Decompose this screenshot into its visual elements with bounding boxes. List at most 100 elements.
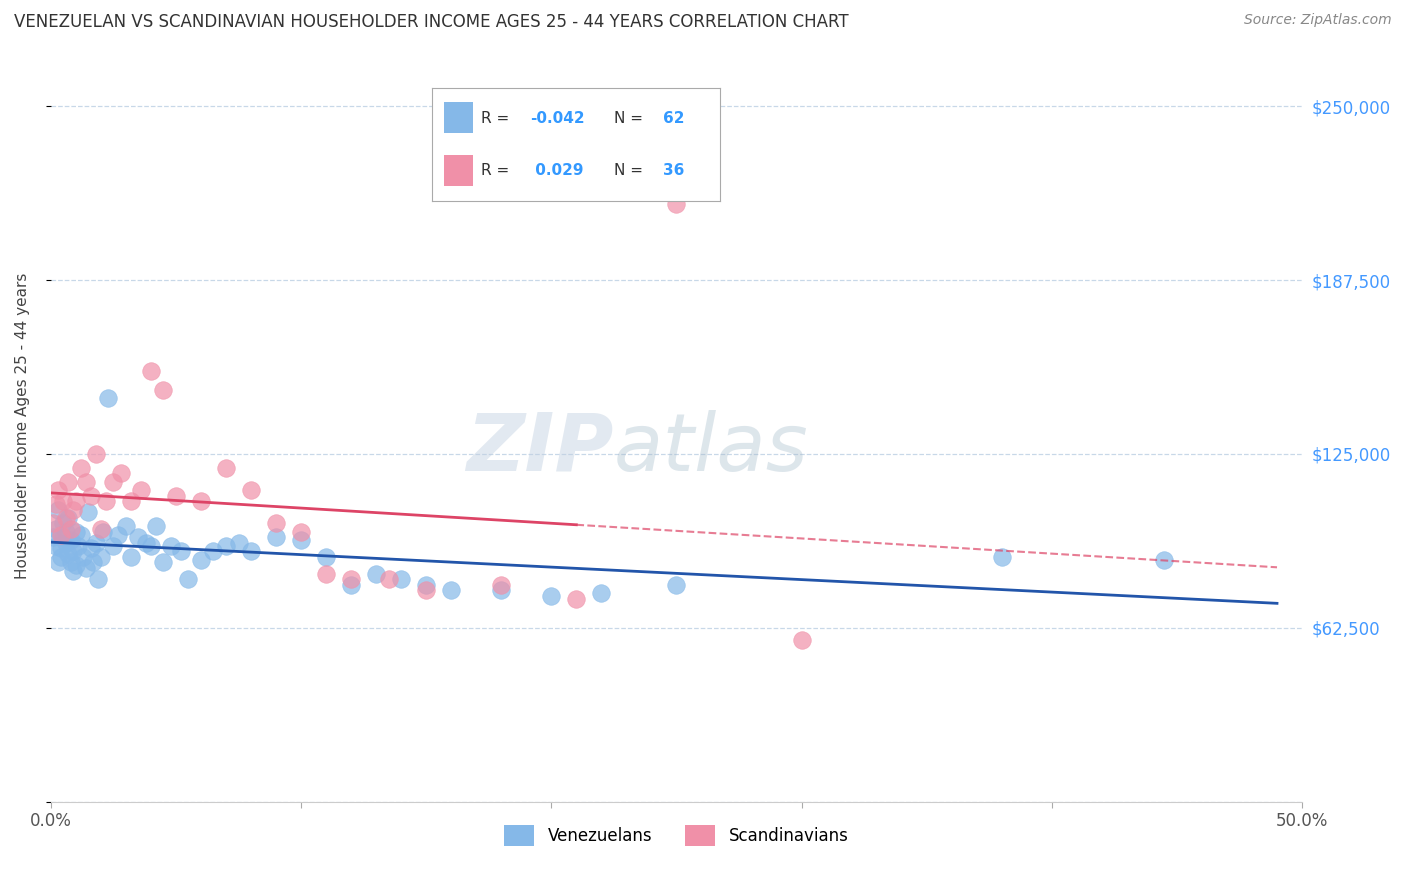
- Point: [49, 549, 72, 564]
- Point: [202, 544, 225, 558]
- Point: [59, 522, 82, 536]
- Point: [62, 564, 84, 578]
- Point: [215, 460, 238, 475]
- Point: [87, 572, 110, 586]
- Point: [110, 467, 132, 481]
- Point: [52, 530, 75, 544]
- Legend: Venezuelans, Scandinavians: Venezuelans, Scandinavians: [505, 825, 849, 846]
- Point: [93, 524, 115, 539]
- Point: [665, 577, 688, 591]
- Point: [591, 586, 613, 600]
- Point: [58, 547, 80, 561]
- Point: [77, 505, 100, 519]
- Point: [52, 516, 75, 531]
- Point: [80, 541, 103, 556]
- Point: [80, 489, 103, 503]
- Point: [165, 489, 187, 503]
- Point: [315, 566, 337, 581]
- Point: [540, 589, 562, 603]
- Point: [415, 583, 437, 598]
- Point: [94, 494, 117, 508]
- Point: [65, 494, 87, 508]
- Point: [70, 460, 93, 475]
- Point: [240, 483, 263, 497]
- Point: [129, 483, 152, 497]
- Point: [790, 633, 813, 648]
- Point: [46, 483, 69, 497]
- Point: [491, 583, 513, 598]
- Point: [90, 522, 112, 536]
- Point: [65, 558, 87, 573]
- Point: [46, 555, 69, 569]
- Point: [139, 539, 162, 553]
- Point: [120, 494, 142, 508]
- Point: [990, 549, 1012, 564]
- Point: [58, 475, 80, 489]
- Point: [59, 555, 82, 569]
- Point: [82, 555, 104, 569]
- Point: [103, 475, 125, 489]
- Point: [389, 572, 412, 586]
- Point: [366, 566, 388, 581]
- Point: [665, 196, 688, 211]
- Point: [152, 383, 174, 397]
- Point: [45, 539, 67, 553]
- Point: [97, 392, 120, 406]
- Point: [340, 572, 363, 586]
- Point: [127, 530, 149, 544]
- Point: [152, 555, 174, 569]
- Point: [84, 447, 107, 461]
- Point: [177, 572, 200, 586]
- Point: [1153, 552, 1175, 566]
- Point: [58, 511, 80, 525]
- Point: [55, 511, 77, 525]
- Point: [215, 539, 238, 553]
- Point: [264, 530, 287, 544]
- Point: [340, 577, 363, 591]
- Point: [45, 522, 67, 536]
- Point: [103, 539, 125, 553]
- Point: [290, 533, 312, 548]
- Point: [49, 541, 72, 556]
- Point: [49, 527, 72, 541]
- Point: [45, 497, 67, 511]
- Y-axis label: Householder Income Ages 25 - 44 years: Householder Income Ages 25 - 44 years: [15, 273, 30, 579]
- Point: [415, 577, 437, 591]
- Text: ZIP: ZIP: [467, 409, 614, 488]
- Point: [52, 494, 75, 508]
- Point: [170, 544, 193, 558]
- Text: VENEZUELAN VS SCANDINAVIAN HOUSEHOLDER INCOME AGES 25 - 44 YEARS CORRELATION CHA: VENEZUELAN VS SCANDINAVIAN HOUSEHOLDER I…: [14, 13, 849, 31]
- Text: Source: ZipAtlas.com: Source: ZipAtlas.com: [1244, 13, 1392, 28]
- Point: [62, 502, 84, 516]
- Point: [160, 539, 183, 553]
- Point: [42, 516, 65, 531]
- Point: [139, 363, 162, 377]
- Point: [75, 561, 97, 575]
- Point: [70, 527, 93, 541]
- Point: [67, 539, 90, 553]
- Point: [240, 544, 263, 558]
- Point: [120, 549, 142, 564]
- Text: atlas: atlas: [614, 409, 808, 488]
- Point: [42, 530, 65, 544]
- Point: [72, 549, 94, 564]
- Point: [190, 552, 212, 566]
- Point: [65, 524, 87, 539]
- Point: [107, 527, 129, 541]
- Point: [84, 536, 107, 550]
- Point: [75, 475, 97, 489]
- Point: [491, 577, 513, 591]
- Point: [62, 544, 84, 558]
- Point: [145, 519, 167, 533]
- Point: [90, 549, 112, 564]
- Point: [59, 533, 82, 548]
- Point: [135, 536, 157, 550]
- Point: [290, 524, 312, 539]
- Point: [228, 536, 250, 550]
- Point: [377, 572, 399, 586]
- Point: [440, 583, 463, 598]
- Point: [55, 536, 77, 550]
- Point: [115, 519, 138, 533]
- Point: [565, 591, 588, 606]
- Point: [264, 516, 287, 531]
